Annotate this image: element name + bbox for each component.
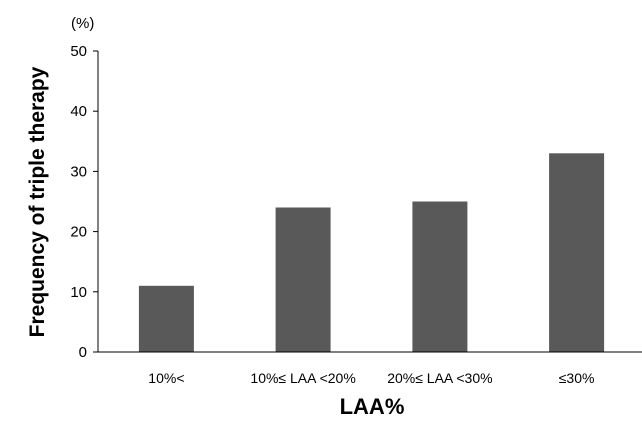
y-tick-label: 10 (70, 284, 87, 301)
y-axis-title: Frequency of triple therapy (26, 66, 49, 337)
x-axis-title: LAA% (340, 394, 405, 419)
x-category-label: 10%< (148, 370, 184, 386)
y-axis-unit: (%) (71, 15, 94, 32)
x-category-label: ≤30% (559, 370, 595, 386)
bar-2 (275, 207, 331, 352)
x-category-label: 20%≤ LAA <30% (387, 370, 492, 386)
bars (138, 153, 605, 352)
x-category-label: 10%≤ LAA <20% (250, 370, 355, 386)
y-tick-label: 50 (70, 43, 87, 60)
x-category-labels: 10%< 10%≤ LAA <20% 20%≤ LAA <30% ≤30% (148, 370, 594, 386)
y-tick-label: 0 (79, 344, 87, 361)
y-tick-label: 30 (70, 163, 87, 180)
y-tick-labels: 0 10 20 30 40 50 (70, 43, 87, 361)
bar-3 (412, 201, 468, 352)
bar-1 (138, 285, 194, 352)
axes (93, 50, 642, 353)
y-tick-label: 20 (70, 224, 87, 241)
y-tick-label: 40 (70, 103, 87, 120)
bar-4 (549, 153, 605, 352)
